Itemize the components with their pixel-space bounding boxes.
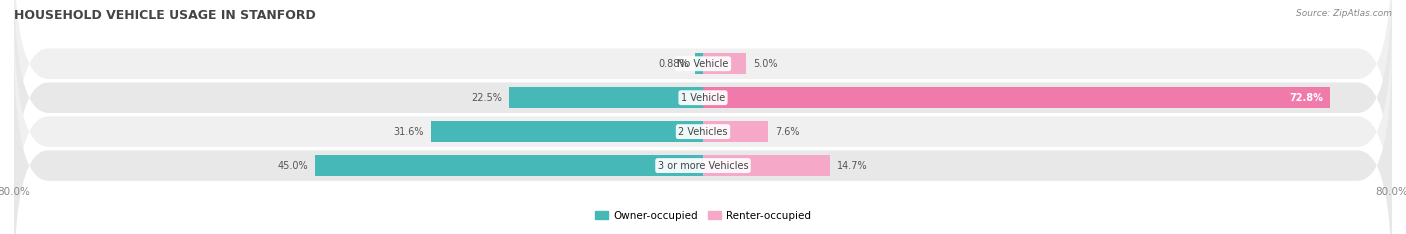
Text: 14.7%: 14.7%	[837, 161, 868, 171]
Text: 7.6%: 7.6%	[775, 127, 800, 137]
Bar	[696, 53, 703, 74]
Text: 72.8%: 72.8%	[1289, 93, 1323, 103]
Bar	[430, 121, 703, 142]
Text: 45.0%: 45.0%	[278, 161, 308, 171]
Bar	[315, 155, 703, 176]
FancyBboxPatch shape	[14, 0, 1392, 218]
Bar	[703, 155, 830, 176]
Text: 0.88%: 0.88%	[658, 59, 689, 69]
FancyBboxPatch shape	[14, 45, 1392, 234]
FancyBboxPatch shape	[14, 0, 1392, 184]
Text: 31.6%: 31.6%	[394, 127, 425, 137]
Text: No Vehicle: No Vehicle	[678, 59, 728, 69]
Text: Source: ZipAtlas.com: Source: ZipAtlas.com	[1296, 9, 1392, 18]
Text: 5.0%: 5.0%	[754, 59, 778, 69]
FancyBboxPatch shape	[14, 11, 1392, 234]
Bar	[703, 87, 1330, 108]
Text: HOUSEHOLD VEHICLE USAGE IN STANFORD: HOUSEHOLD VEHICLE USAGE IN STANFORD	[14, 9, 316, 22]
Bar	[509, 87, 703, 108]
Text: 1 Vehicle: 1 Vehicle	[681, 93, 725, 103]
Bar	[703, 121, 769, 142]
Bar	[703, 53, 747, 74]
Text: 3 or more Vehicles: 3 or more Vehicles	[658, 161, 748, 171]
Legend: Owner-occupied, Renter-occupied: Owner-occupied, Renter-occupied	[591, 206, 815, 225]
Text: 22.5%: 22.5%	[471, 93, 502, 103]
Text: 2 Vehicles: 2 Vehicles	[678, 127, 728, 137]
